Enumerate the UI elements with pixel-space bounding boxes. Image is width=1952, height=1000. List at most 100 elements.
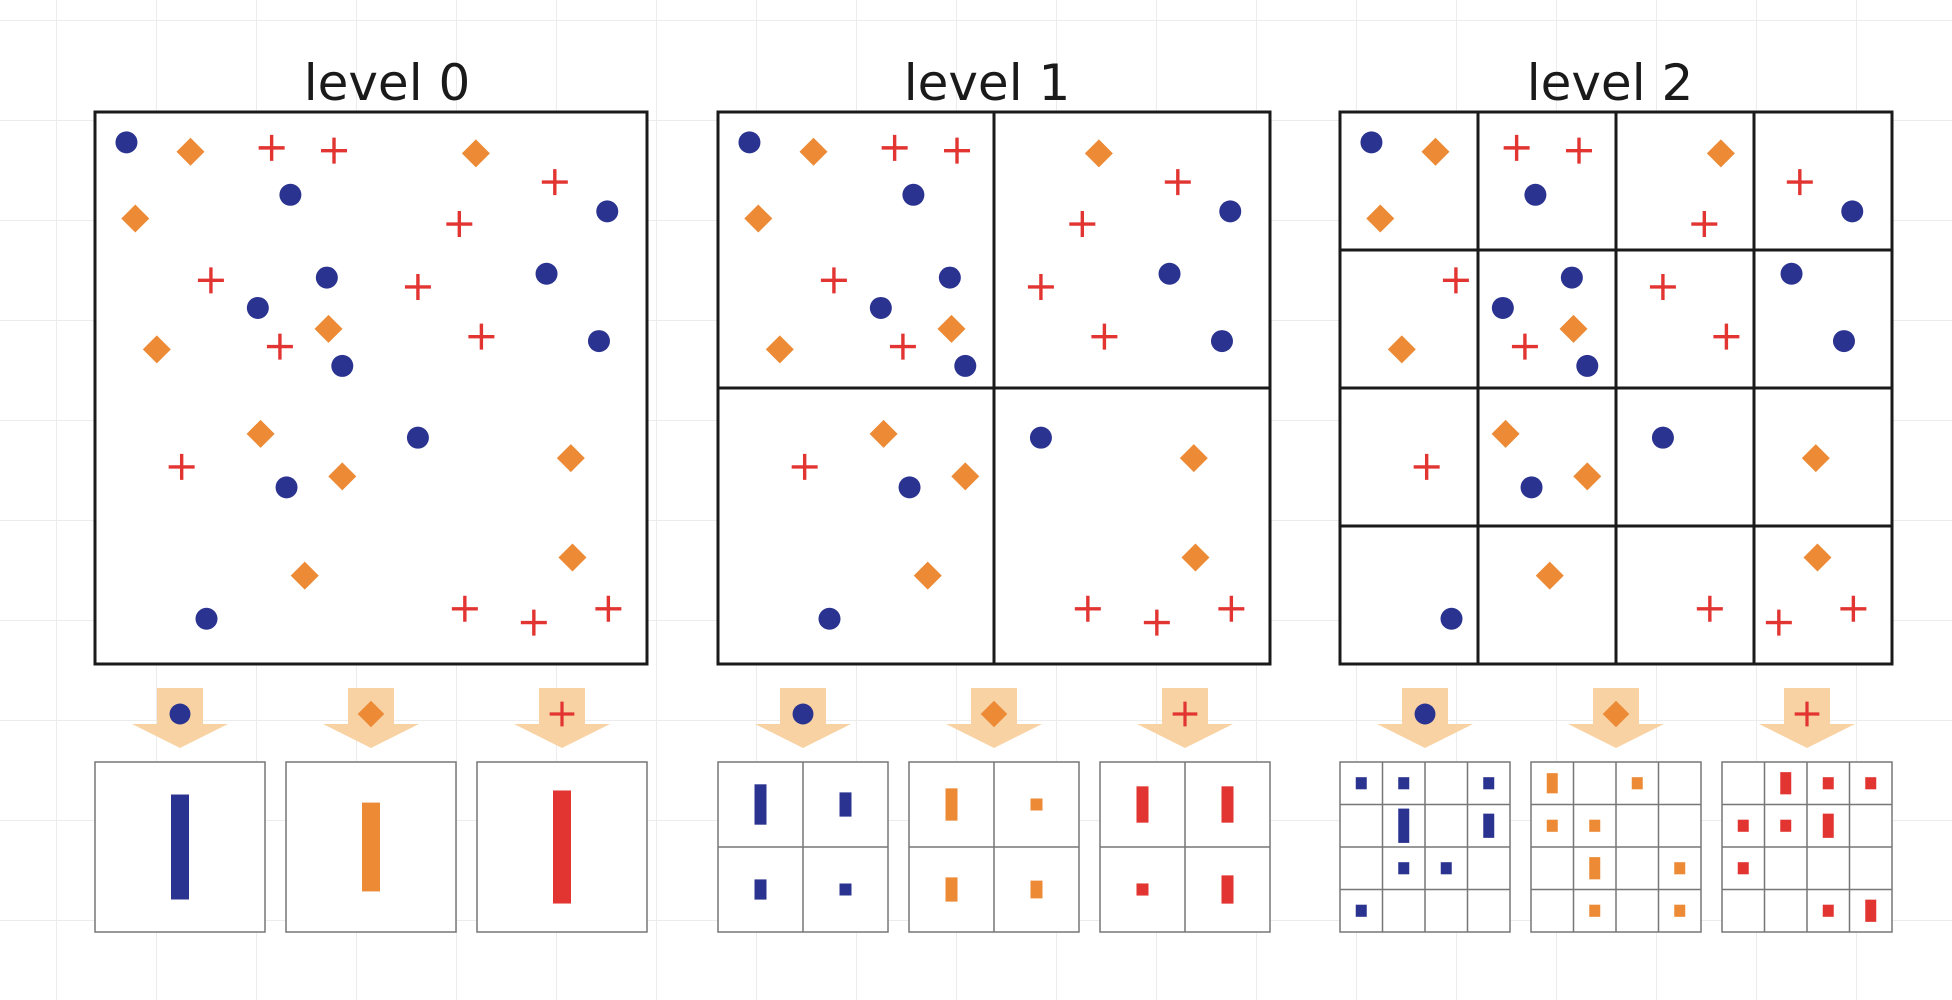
cross-feature-icon [1649,273,1676,300]
circle-histogram-bar [1398,808,1410,843]
cross-feature-icon [1511,333,1538,360]
diamond-feature-icon [1602,700,1630,728]
cross-feature-icon [820,267,847,294]
diamond-feature-icon [951,462,980,491]
diamond-feature-icon [1535,561,1564,590]
level-1-group [716,110,1272,933]
circle-feature-icon [535,262,558,285]
cross-feature-icon [1840,595,1867,622]
circle-histogram-bar [1355,777,1367,790]
circle-feature-icon [1832,330,1855,353]
diamond-feature-icon [1491,419,1520,448]
diamond-feature-icon [1387,335,1416,364]
diamond-feature-icon [121,204,150,233]
diamond-histogram-bar [1546,819,1558,832]
diamond-histogram-bar [945,788,958,821]
cross-feature-icon [1713,323,1740,350]
cross-histogram-bar [1822,813,1834,838]
circle-feature-icon [818,607,841,630]
circle-feature-icon [1780,262,1803,285]
level-2-group [1338,110,1894,933]
diamond-feature-icon [556,444,585,473]
circle-feature-icon [1520,476,1543,499]
diamond-histogram-bar [945,877,958,902]
circle-feature-icon [195,607,218,630]
level-1-title: level 1 [904,54,1071,112]
diamond-histogram-bar [1589,904,1601,917]
cross-histogram-bar [1822,904,1834,917]
cross-feature-icon [1027,273,1054,300]
cross-histogram-bar [1221,786,1234,823]
cross-histogram-bar [1136,786,1149,823]
cross-feature-icon [1091,323,1118,350]
diamond-feature-icon [1706,139,1735,168]
diamond-feature-icon [1573,462,1602,491]
circle-feature-icon [954,354,977,377]
diamond-feature-icon [1803,543,1832,572]
diamond-histogram-bar [362,802,380,892]
diamond-feature-icon [142,335,171,364]
circle-feature-icon [1440,607,1463,630]
diamond-histogram-bar [1030,880,1043,899]
diamond-feature-icon [744,204,773,233]
cross-feature-icon [549,701,575,727]
diamond-feature-icon [328,462,357,491]
circle-histogram-bar [1355,904,1367,917]
circle-feature-icon [902,183,925,206]
circle-histogram-bar [839,792,852,817]
level-0-image-panel [93,110,649,666]
diamond-histogram-bar [1674,862,1686,875]
circle-histogram-bar [1483,777,1495,790]
cross-feature-icon [1069,211,1096,238]
circle-histogram-bar [1398,862,1410,875]
cross-feature-icon [258,134,285,161]
cross-feature-icon [1413,453,1440,480]
diamond-feature-icon [1366,204,1395,233]
cross-feature-icon [1696,595,1723,622]
diamond-feature-icon [1181,543,1210,572]
circle-feature-icon [279,183,302,206]
cross-feature-icon [1503,134,1530,161]
cross-feature-icon [889,333,916,360]
circle-histogram-bar [1398,777,1410,790]
circle-feature-icon [1576,354,1599,377]
circle-histogram-bar [839,883,852,896]
circle-feature-icon [1841,200,1864,223]
circle-histogram-bar [171,794,189,900]
circle-feature-icon [246,296,269,319]
circle-feature-icon [1414,703,1436,725]
cross-feature-icon [1172,701,1198,727]
diamond-feature-icon [869,419,898,448]
level-0-group [93,110,649,933]
cross-feature-icon [197,267,224,294]
circle-feature-icon [1158,262,1181,285]
cross-feature-icon [266,333,293,360]
circle-feature-icon [1491,296,1514,319]
circle-feature-icon [406,426,429,449]
diamond-histogram-bar [1030,798,1043,811]
circle-feature-icon [596,200,619,223]
cross-feature-icon [1218,595,1245,622]
cross-feature-icon [1442,267,1469,294]
circle-feature-icon [275,476,298,499]
cross-feature-icon [404,273,431,300]
circle-feature-icon [1524,183,1547,206]
cross-histogram-bar [1737,819,1749,832]
diamond-feature-icon [176,137,205,166]
diamond-feature-icon [314,314,343,343]
cross-histogram-bar [1136,883,1149,896]
cross-feature-icon [881,134,908,161]
circle-feature-icon [898,476,921,499]
circle-feature-icon [869,296,892,319]
diamond-feature-icon [461,139,490,168]
circle-histogram-bar [754,879,767,900]
cross-histogram-bar [1737,862,1749,875]
cross-histogram-bar [1865,899,1877,922]
diamond-feature-icon [980,700,1008,728]
cross-feature-icon [1164,169,1191,196]
level-0-title: level 0 [304,54,471,112]
diamond-feature-icon [290,561,319,590]
circle-histogram-bar [1440,862,1452,875]
cross-feature-icon [1143,609,1170,636]
